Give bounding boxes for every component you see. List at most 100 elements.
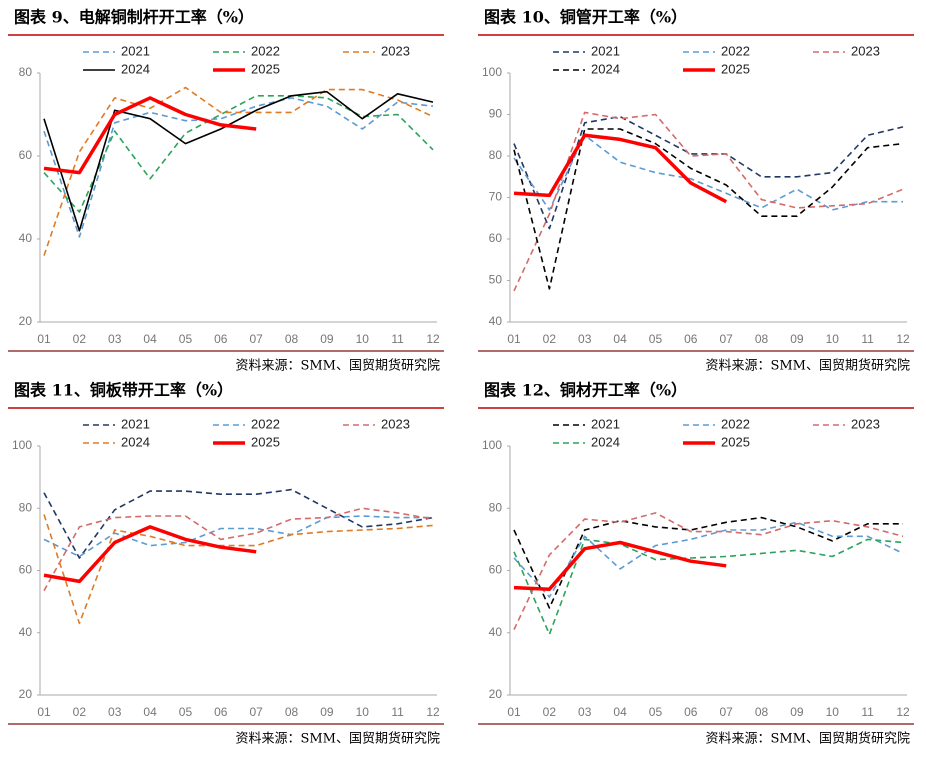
series-line xyxy=(513,133,728,204)
x-tick-label: 02 xyxy=(73,332,87,346)
source: 资料来源：SMM、国贸期货研究院 xyxy=(235,358,440,374)
series-line xyxy=(43,90,434,232)
series-line xyxy=(43,514,434,625)
series-line xyxy=(513,115,904,230)
legend-label: 2021 xyxy=(591,43,620,58)
x-tick-label: 10 xyxy=(356,332,370,346)
x-tick-label: 08 xyxy=(285,332,299,346)
legend-label: 2025 xyxy=(721,61,750,76)
x-tick-label: 12 xyxy=(426,705,440,719)
x-tick-label: 04 xyxy=(143,705,157,719)
y-tick-label: 90 xyxy=(489,107,503,121)
legend-label: 2023 xyxy=(381,43,410,58)
series-line xyxy=(43,86,434,256)
x-tick-label: 11 xyxy=(391,705,404,719)
y-tick-label: 50 xyxy=(489,273,503,287)
y-tick-label: 80 xyxy=(489,148,503,162)
y-tick-label: 100 xyxy=(482,438,502,452)
legend-label: 2022 xyxy=(251,416,280,431)
legend-label: 2025 xyxy=(721,434,750,449)
legend-label: 2021 xyxy=(591,416,620,431)
x-tick-label: 01 xyxy=(507,705,521,719)
x-tick-label: 03 xyxy=(578,332,592,346)
x-tick-label: 05 xyxy=(649,705,663,719)
x-tick-label: 02 xyxy=(543,332,557,346)
y-tick-label: 40 xyxy=(489,625,503,639)
chart-title: 图表 9、电解铜制杆开工率（%） xyxy=(14,8,254,27)
legend-label: 2024 xyxy=(591,434,620,449)
x-tick-label: 05 xyxy=(649,332,663,346)
x-tick-label: 05 xyxy=(179,332,193,346)
x-tick-label: 11 xyxy=(861,332,874,346)
source: 资料来源：SMM、国贸期货研究院 xyxy=(705,731,910,747)
x-tick-label: 06 xyxy=(214,705,228,719)
legend-label: 2022 xyxy=(721,43,750,58)
x-tick-label: 12 xyxy=(896,332,910,346)
y-tick-label: 40 xyxy=(489,314,503,328)
y-tick-label: 20 xyxy=(19,314,33,328)
series-line xyxy=(43,95,434,213)
chart-title: 图表 12、铜材开工率（%） xyxy=(484,381,687,400)
x-tick-label: 10 xyxy=(826,332,840,346)
x-tick-label: 08 xyxy=(285,705,299,719)
x-tick-label: 08 xyxy=(755,332,769,346)
legend-label: 2022 xyxy=(251,43,280,58)
y-tick-label: 100 xyxy=(12,438,32,452)
y-tick-label: 60 xyxy=(489,563,503,577)
y-tick-label: 20 xyxy=(19,687,33,701)
x-tick-label: 06 xyxy=(684,332,698,346)
x-tick-label: 11 xyxy=(391,332,404,346)
legend-label: 2023 xyxy=(851,43,880,58)
y-tick-label: 40 xyxy=(19,625,33,639)
y-tick-label: 100 xyxy=(482,65,502,79)
legend-label: 2024 xyxy=(121,434,150,449)
y-tick-label: 70 xyxy=(489,190,503,204)
x-tick-label: 02 xyxy=(543,705,557,719)
x-tick-label: 10 xyxy=(826,705,840,719)
series-line xyxy=(513,128,904,290)
legend-label: 2024 xyxy=(121,61,150,76)
x-tick-label: 01 xyxy=(507,332,521,346)
x-tick-label: 09 xyxy=(790,705,804,719)
x-tick-label: 07 xyxy=(250,332,264,346)
x-tick-label: 09 xyxy=(320,705,334,719)
legend-label: 2025 xyxy=(251,61,280,76)
series-line xyxy=(513,512,904,630)
x-tick-label: 12 xyxy=(896,705,910,719)
y-tick-label: 80 xyxy=(19,500,33,514)
x-tick-label: 07 xyxy=(250,705,264,719)
x-tick-label: 12 xyxy=(426,332,440,346)
legend-label: 2025 xyxy=(251,434,280,449)
series-line xyxy=(43,488,434,559)
x-tick-label: 03 xyxy=(108,332,122,346)
y-tick-label: 60 xyxy=(19,148,33,162)
x-tick-label: 11 xyxy=(861,705,874,719)
series-line xyxy=(513,540,727,591)
x-tick-label: 04 xyxy=(143,332,157,346)
x-tick-label: 09 xyxy=(790,332,804,346)
x-tick-label: 02 xyxy=(73,705,87,719)
series-line xyxy=(43,97,434,238)
series-line xyxy=(513,516,903,609)
x-tick-label: 08 xyxy=(755,705,769,719)
x-tick-label: 07 xyxy=(720,332,734,346)
source: 资料来源：SMM、国贸期货研究院 xyxy=(705,358,910,374)
legend-label: 2021 xyxy=(121,43,150,58)
series-line xyxy=(513,538,904,636)
x-tick-label: 10 xyxy=(356,705,370,719)
y-tick-label: 80 xyxy=(489,500,503,514)
x-tick-label: 06 xyxy=(214,332,228,346)
chart-title: 图表 11、铜板带开工率（%） xyxy=(14,381,233,400)
x-tick-label: 06 xyxy=(684,705,698,719)
x-tick-label: 01 xyxy=(37,705,51,719)
series-line xyxy=(43,525,257,584)
legend-label: 2023 xyxy=(851,416,880,431)
y-tick-label: 60 xyxy=(489,231,503,245)
series-line xyxy=(513,521,904,598)
legend-label: 2021 xyxy=(121,416,150,431)
x-tick-label: 03 xyxy=(108,705,122,719)
legend-label: 2024 xyxy=(591,61,620,76)
series-line xyxy=(513,111,904,292)
x-tick-label: 05 xyxy=(179,705,193,719)
